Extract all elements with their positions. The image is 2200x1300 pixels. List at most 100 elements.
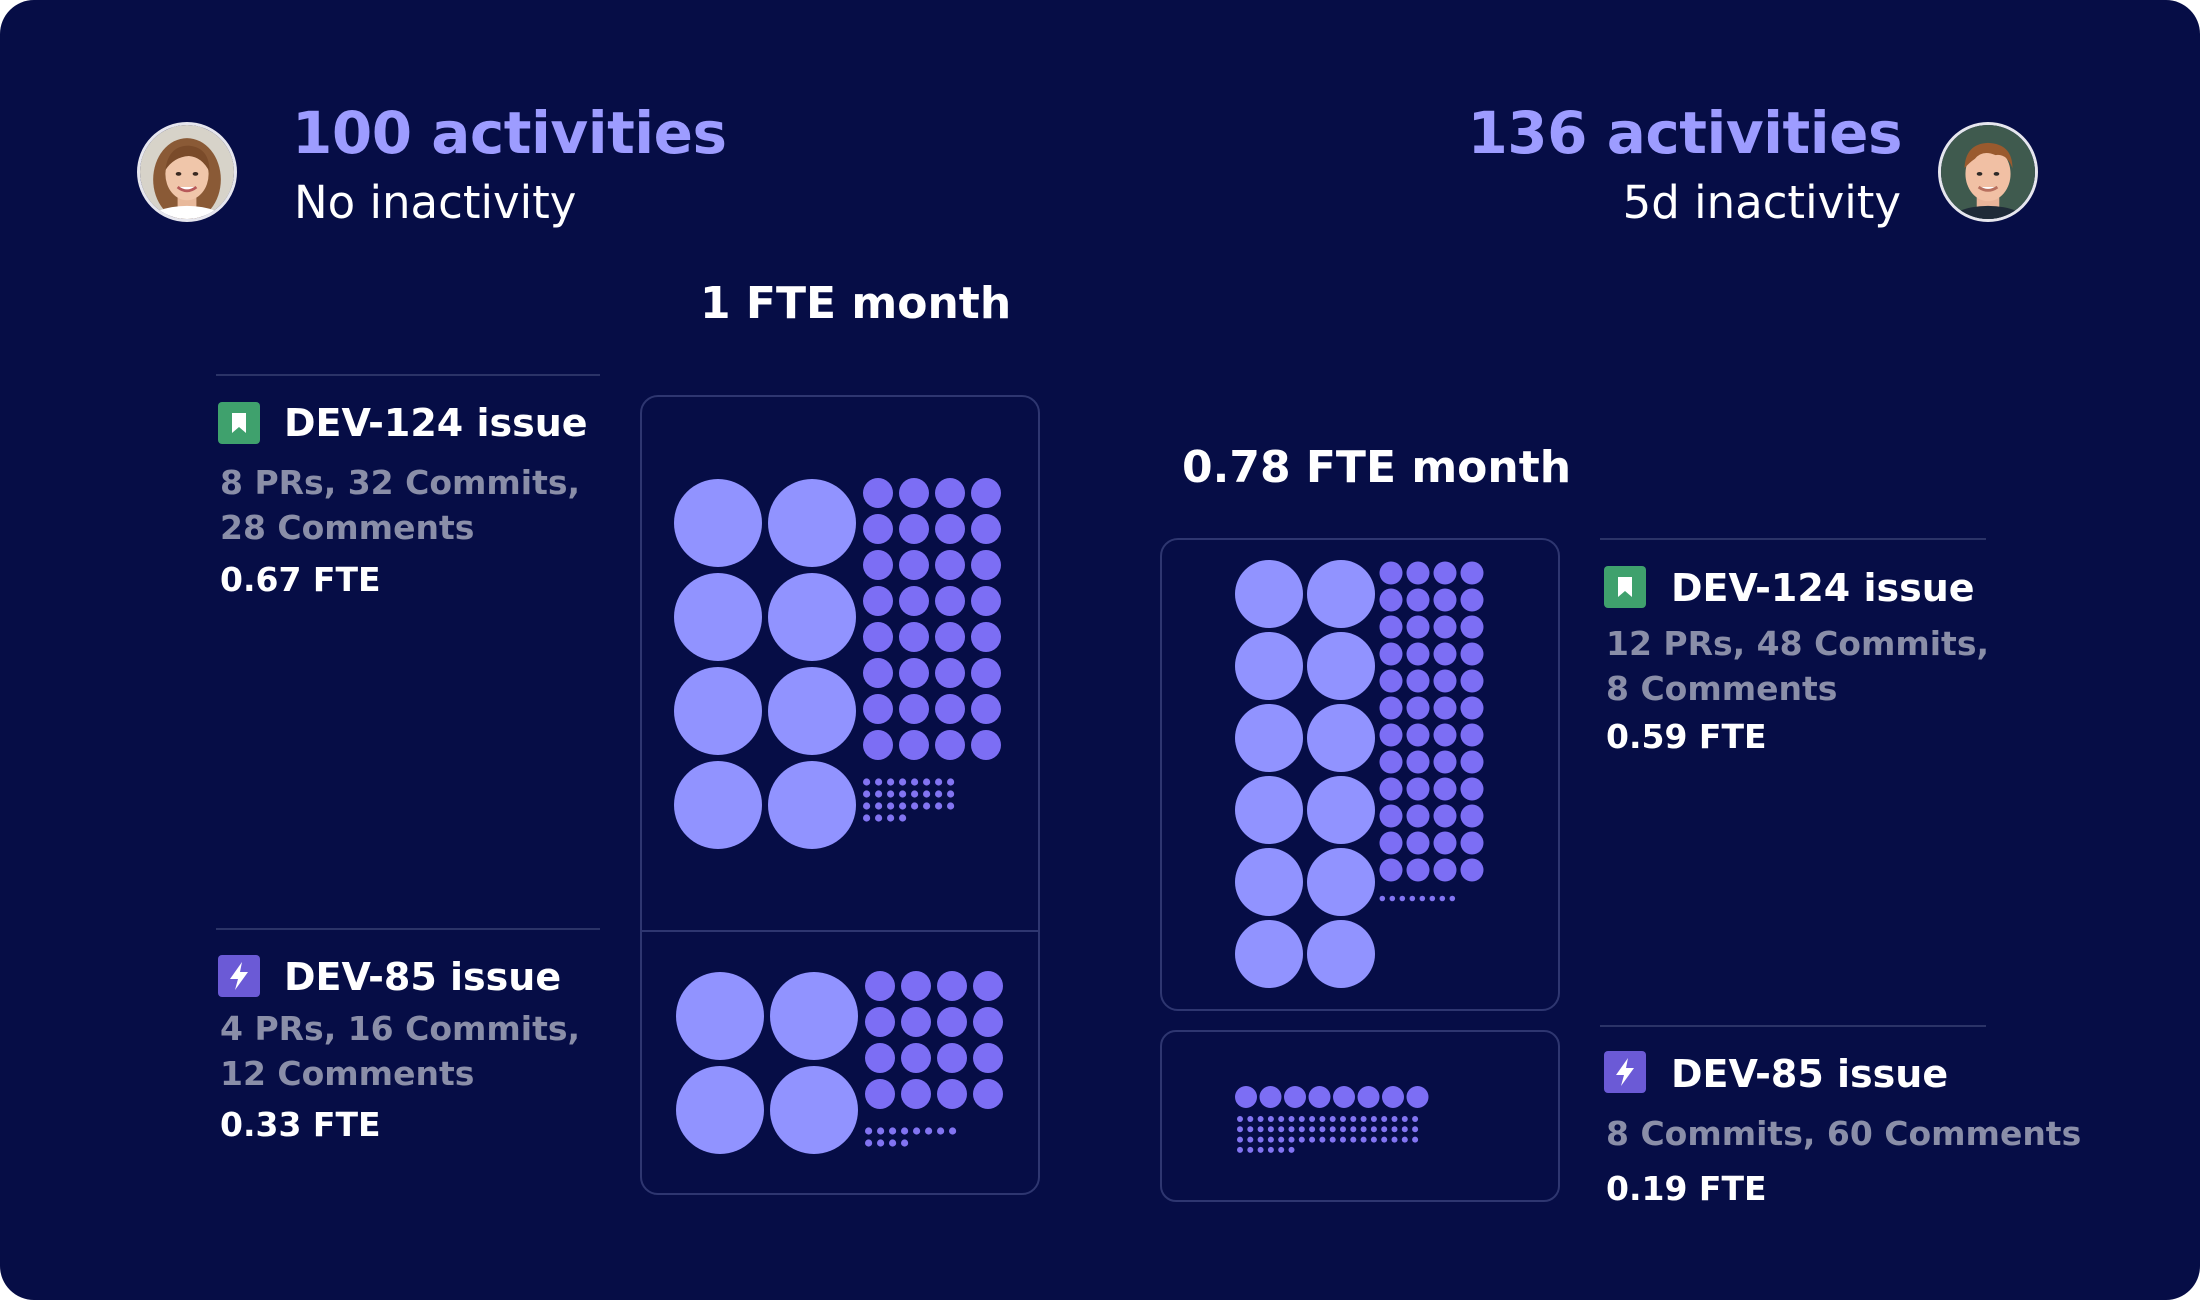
comment-dot bbox=[911, 790, 919, 798]
bookmark-icon bbox=[218, 402, 260, 444]
divider bbox=[216, 928, 600, 930]
commit-dot bbox=[865, 1007, 895, 1037]
commit-dot bbox=[901, 1079, 931, 1109]
comment-dot bbox=[1247, 1116, 1254, 1122]
commit-dot bbox=[1433, 588, 1457, 612]
comment-dot bbox=[1319, 1116, 1326, 1122]
comment-dot bbox=[1350, 1136, 1357, 1143]
commit-dot bbox=[935, 514, 965, 544]
comment-dot bbox=[1267, 1116, 1274, 1122]
comment-dot bbox=[1381, 1116, 1388, 1122]
avatar-man-icon bbox=[1938, 122, 2038, 222]
commit-dot bbox=[1433, 642, 1457, 666]
commit-dot bbox=[1284, 1086, 1306, 1108]
commit-dot bbox=[937, 1007, 967, 1037]
comment-dot bbox=[1412, 1136, 1419, 1143]
commit-dot bbox=[1460, 561, 1484, 585]
comment-dot bbox=[1340, 1126, 1346, 1133]
commit-dot bbox=[1406, 696, 1430, 720]
comment-dot bbox=[1329, 1116, 1336, 1122]
commit-dot bbox=[1406, 561, 1430, 585]
comment-dot bbox=[1340, 1116, 1346, 1122]
comment-dot bbox=[1257, 1136, 1264, 1143]
commit-dot bbox=[971, 478, 1001, 508]
comment-dot bbox=[1370, 1136, 1377, 1143]
comment-dot bbox=[1278, 1126, 1285, 1133]
comment-dot bbox=[1409, 895, 1416, 902]
commit-dot bbox=[971, 586, 1001, 616]
pr-dot bbox=[674, 667, 762, 755]
commit-dot bbox=[1433, 696, 1457, 720]
comment-dot bbox=[863, 790, 871, 798]
commit-dot bbox=[1433, 750, 1457, 774]
commit-dot bbox=[863, 550, 893, 580]
commit-dot bbox=[1433, 615, 1457, 639]
comment-dot bbox=[1298, 1116, 1305, 1122]
avatar-woman-icon bbox=[137, 122, 237, 222]
comment-dot bbox=[877, 1139, 885, 1147]
commit-dot bbox=[1406, 615, 1430, 639]
commit-dot bbox=[1406, 1086, 1429, 1108]
comment-dot bbox=[911, 802, 919, 810]
comment-dot bbox=[911, 778, 919, 786]
comment-dot bbox=[863, 814, 871, 822]
commit-dot bbox=[901, 1043, 931, 1073]
commit-dot bbox=[1433, 561, 1457, 585]
left-activities-count: 100 activities bbox=[292, 99, 727, 167]
bolt-icon bbox=[1604, 1051, 1646, 1093]
commit-dot bbox=[1433, 669, 1457, 693]
comment-dot bbox=[1298, 1126, 1305, 1133]
pr-dot bbox=[1307, 848, 1375, 916]
left-activity-box bbox=[640, 395, 1040, 1195]
comment-dot bbox=[1419, 895, 1426, 902]
comment-dot bbox=[913, 1127, 921, 1135]
pr-dot bbox=[1235, 704, 1303, 772]
commit-dot bbox=[971, 622, 1001, 652]
pr-dot bbox=[676, 972, 764, 1060]
comment-dot bbox=[899, 778, 907, 786]
comment-dot bbox=[1278, 1136, 1285, 1143]
left-issue-2-title: DEV-85 issue bbox=[284, 955, 562, 999]
comment-dot bbox=[923, 802, 931, 810]
commit-dot bbox=[1433, 831, 1457, 855]
comment-dot bbox=[1288, 1136, 1295, 1143]
right-activity-box-1 bbox=[1160, 538, 1560, 1011]
commit-dot bbox=[865, 971, 895, 1001]
right-issue-1-stats-line1: 12 PRs, 48 Commits, bbox=[1606, 624, 1990, 663]
comment-dot bbox=[1267, 1126, 1274, 1133]
comment-dot bbox=[1449, 895, 1456, 902]
comment-dot bbox=[887, 802, 895, 810]
comment-dot bbox=[889, 1127, 897, 1135]
commit-dot bbox=[935, 550, 965, 580]
commit-dot bbox=[1379, 777, 1403, 801]
left-issue-1-title: DEV-124 issue bbox=[284, 401, 588, 445]
comment-dot bbox=[1439, 895, 1446, 902]
comment-dot bbox=[875, 790, 883, 798]
commit-dot bbox=[863, 730, 893, 760]
comment-dot bbox=[1257, 1146, 1264, 1153]
commit-dot bbox=[1406, 588, 1430, 612]
comment-dot bbox=[863, 778, 871, 786]
comment-dot bbox=[1389, 895, 1396, 902]
comment-dot bbox=[1381, 1126, 1388, 1133]
comment-dot bbox=[1247, 1146, 1254, 1153]
commit-dot bbox=[971, 694, 1001, 724]
box-divider bbox=[640, 930, 1040, 932]
right-issue-2-stats-line1: 8 Commits, 60 Comments bbox=[1606, 1114, 2082, 1153]
pr-dot bbox=[770, 972, 858, 1060]
commit-dot bbox=[935, 658, 965, 688]
comment-dot bbox=[1237, 1116, 1243, 1122]
comment-dot bbox=[925, 1127, 933, 1135]
left-issue-2-stats: 4 PRs, 16 Commits, 12 Comments bbox=[220, 1006, 580, 1096]
comment-dot bbox=[1360, 1136, 1367, 1143]
comment-dot bbox=[1237, 1146, 1243, 1153]
comment-dot bbox=[1309, 1126, 1316, 1133]
commit-dot bbox=[1406, 777, 1430, 801]
pr-dot bbox=[1235, 920, 1303, 988]
commit-dot bbox=[899, 514, 929, 544]
commit-dot bbox=[1357, 1086, 1380, 1108]
pr-dot bbox=[676, 1066, 764, 1154]
pr-dot bbox=[1307, 920, 1375, 988]
pr-dot bbox=[768, 667, 856, 755]
comment-dot bbox=[1329, 1126, 1336, 1133]
